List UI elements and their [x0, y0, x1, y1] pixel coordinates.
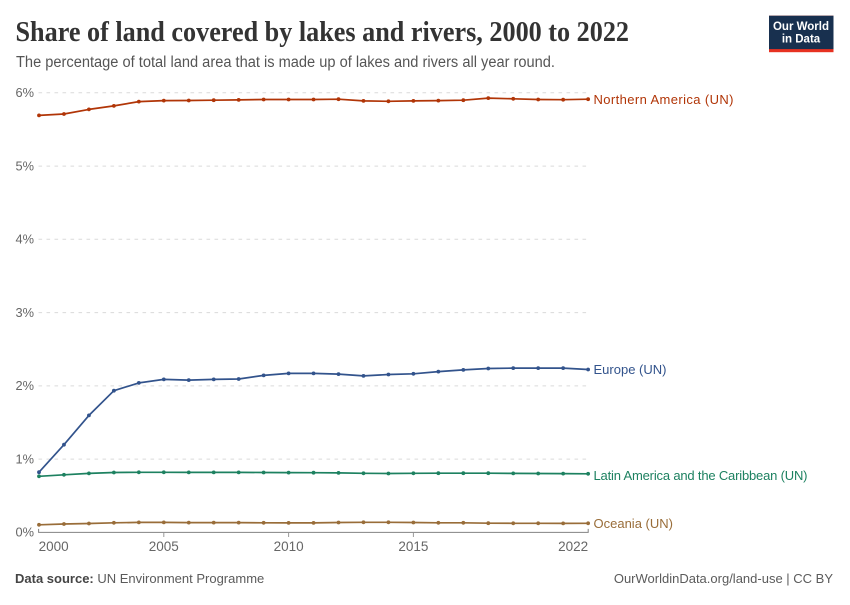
- svg-text:The percentage of total land a: The percentage of total land area that i…: [16, 54, 555, 71]
- svg-text:OurWorldinData.org/land-use |: OurWorldinData.org/land-use | CC BY: [614, 571, 834, 586]
- svg-text:Our World: Our World: [773, 21, 829, 33]
- svg-text:2022: 2022: [558, 539, 588, 554]
- svg-text:Europe (UN): Europe (UN): [594, 362, 667, 377]
- svg-text:5%: 5%: [16, 158, 35, 173]
- svg-text:Share of land covered by lakes: Share of land covered by lakes and river…: [16, 16, 630, 48]
- svg-text:2000: 2000: [39, 539, 69, 554]
- svg-text:2%: 2%: [16, 378, 35, 393]
- svg-text:6%: 6%: [16, 85, 35, 100]
- svg-text:3%: 3%: [16, 305, 35, 320]
- svg-text:0%: 0%: [16, 525, 35, 540]
- svg-text:4%: 4%: [16, 232, 35, 247]
- svg-text:Latin America and the Caribbea: Latin America and the Caribbean (UN): [594, 468, 808, 483]
- svg-text:1%: 1%: [16, 451, 35, 466]
- svg-text:Data source: UN Environment Pr: Data source: UN Environment Programme: [15, 571, 264, 586]
- svg-text:2010: 2010: [274, 539, 304, 554]
- svg-text:Oceania (UN): Oceania (UN): [594, 516, 673, 531]
- svg-text:2005: 2005: [149, 539, 179, 554]
- svg-text:in Data: in Data: [782, 34, 821, 46]
- svg-text:2015: 2015: [398, 539, 428, 554]
- svg-text:Northern America (UN): Northern America (UN): [594, 92, 734, 107]
